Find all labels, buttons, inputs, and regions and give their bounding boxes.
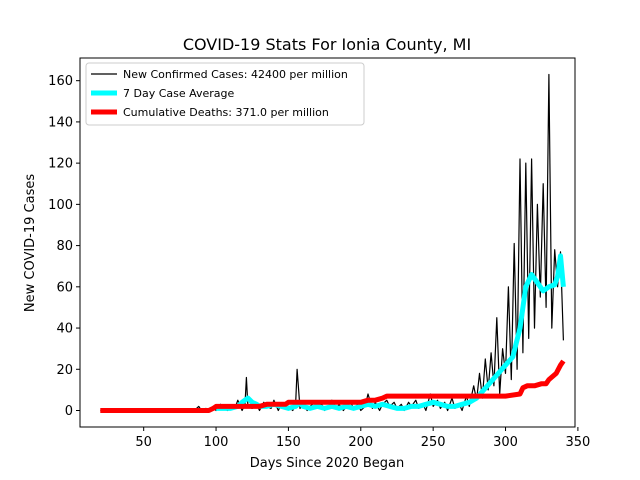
legend-label-3: Cumulative Deaths: 371.0 per million: [123, 106, 329, 119]
plot-frame: [79, 57, 576, 428]
y-axis-label: New COVID-19 Cases: [23, 174, 38, 312]
x-tick-label: 350: [565, 435, 590, 450]
legend-label-1: New Confirmed Cases: 42400 per million: [123, 68, 348, 81]
y-tick-label: 160: [48, 74, 73, 89]
legend-label-2: 7 Day Case Average: [123, 87, 235, 100]
y-tick-label: 100: [48, 198, 73, 213]
chart-title: COVID-19 Stats For Ionia County, MI: [183, 35, 471, 54]
legend: New Confirmed Cases: 42400 per million 7 …: [85, 62, 365, 126]
series-line-3: [100, 359, 566, 413]
x-tick-label: 150: [276, 435, 301, 450]
x-tick-label: 100: [204, 435, 229, 450]
x-tick-label: 250: [421, 435, 446, 450]
x-axis: 50 100 150 200 250 300 350: [135, 427, 590, 450]
y-tick-label: 140: [48, 115, 73, 130]
y-tick-label: 60: [56, 280, 73, 295]
x-axis-label: Days Since 2020 Began: [250, 456, 405, 471]
y-tick-label: 0: [65, 404, 73, 419]
plot-area: [100, 73, 566, 413]
y-tick-label: 120: [48, 157, 73, 172]
x-tick-label: 200: [348, 435, 373, 450]
y-tick-label: 80: [56, 239, 73, 254]
x-tick-label: 50: [135, 435, 152, 450]
x-tick-label: 300: [493, 435, 518, 450]
y-tick-label: 20: [56, 363, 73, 378]
y-axis: 0 20 40 60 80 100 120 140 160: [48, 74, 80, 419]
legend-box: [85, 62, 365, 126]
y-tick-label: 40: [56, 322, 73, 337]
